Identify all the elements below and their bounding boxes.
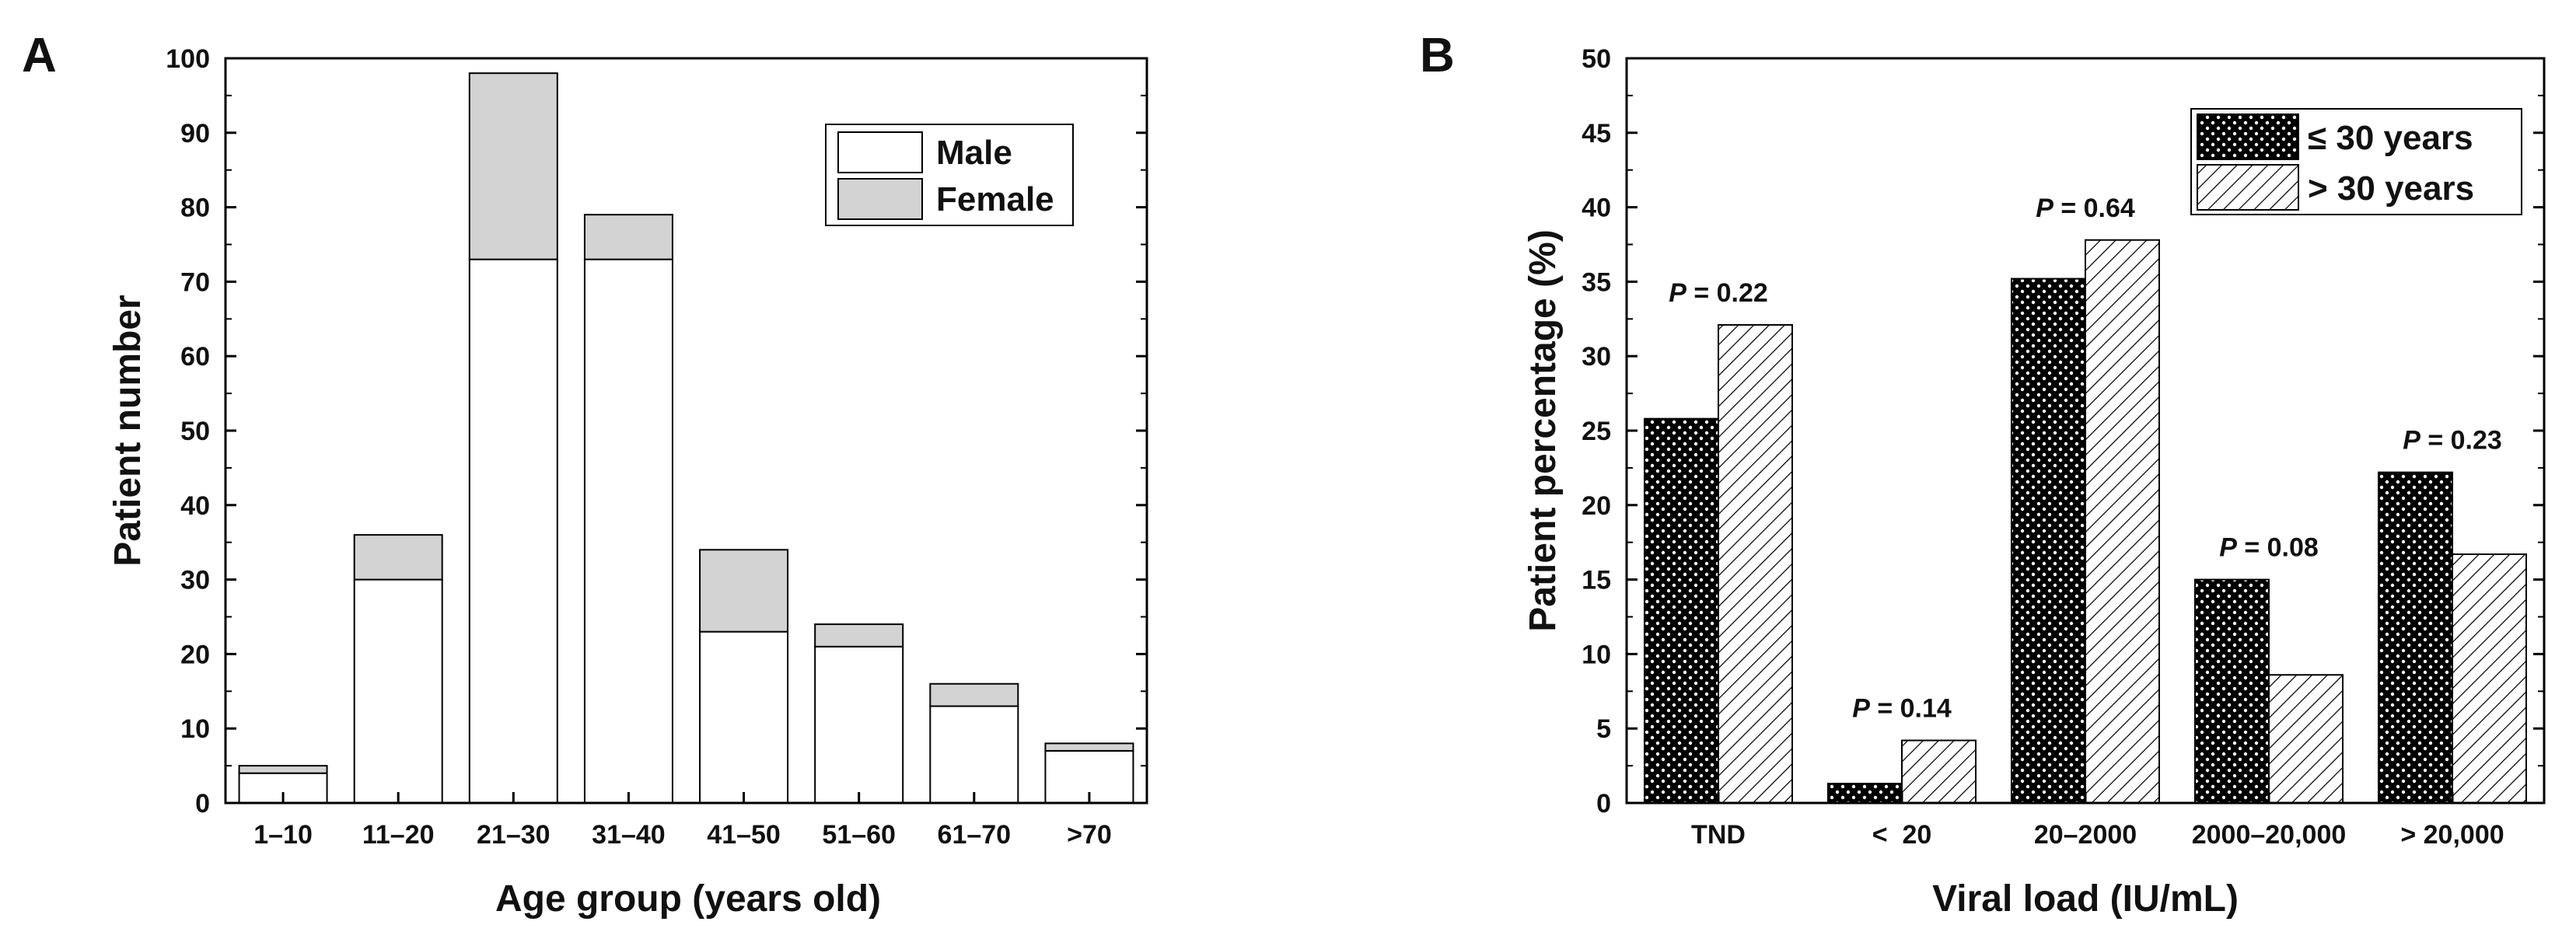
panel-b-x-axis: TND < 20 20–2000 2000–20,000 > 20,000 [1691, 792, 2504, 850]
y-tick-label: 50 [1582, 44, 1611, 74]
panel-b-legend: ≤ 30 years > 30 years [2190, 108, 2522, 215]
y-tick-label: 30 [1582, 342, 1611, 372]
bar-30-years-20-2000 [2085, 239, 2160, 804]
y-tick-label: 40 [180, 491, 210, 521]
y-tick-label: 10 [180, 714, 210, 744]
y-tick-label: 20 [1582, 491, 1611, 521]
x-tick-label: 61–70 [938, 820, 1012, 850]
bar-30-years-20-000 [2452, 553, 2527, 804]
bar-female-51-60 [814, 623, 904, 648]
y-tick-label: 40 [1582, 194, 1611, 223]
panel-b-bars [1644, 239, 2527, 805]
panel-b-y-axis-title: Patient percentage (%) [1522, 229, 1564, 631]
p-value-annotation: P = 0.14 [1852, 694, 1952, 724]
panel-a-legend: Male Female [825, 124, 1074, 226]
y-tick-label: 20 [180, 640, 210, 669]
x-tick-label: 51–60 [822, 820, 896, 850]
bar-female-1-10 [238, 765, 328, 774]
y-tick-label: 35 [1582, 267, 1611, 297]
y-tick-label: 0 [195, 789, 210, 819]
bar-male-21-30 [468, 258, 558, 805]
panel-b-y-axis: 0 5 10 15 20 25 30 35 40 45 50 [1582, 44, 2544, 819]
panel-a-x-axis-title: Age group (years old) [495, 878, 881, 920]
bar-male-11-20 [353, 578, 443, 804]
bar-female-41-50 [699, 549, 789, 633]
x-tick-label: TND [1691, 820, 1746, 850]
x-tick-label: 20–2000 [2034, 820, 2137, 850]
y-tick-label: 30 [180, 566, 210, 595]
x-tick-label: 21–30 [477, 820, 551, 850]
bar-30-years-20-000 [2378, 471, 2453, 804]
bar-female-61-70 [929, 682, 1019, 707]
panel-a-y-axis-title: Patient number [107, 295, 149, 566]
panel-a-y-axis: 0 10 20 30 40 50 60 70 80 90 100 [166, 44, 1147, 819]
bar-female-31-40 [583, 214, 673, 260]
legend-male-label: Male [936, 134, 1012, 172]
bar-female-11-20 [353, 534, 443, 581]
p-value-annotation: P = 0.22 [1669, 278, 1768, 308]
legend-female-label: Female [936, 180, 1054, 218]
legend-gt30-label: > 30 years [2308, 169, 2474, 208]
panel-b: B P = 0.22P = 0.14P = 0.64P = 0.08P = 0.… [1420, 29, 2546, 920]
y-tick-label: 70 [180, 267, 210, 297]
x-tick-label: 1–10 [253, 820, 313, 850]
legend-female-swatch [837, 178, 923, 220]
panel-b-x-axis-title: Viral load (IU/mL) [1932, 878, 2239, 920]
y-tick-label: 15 [1582, 566, 1611, 595]
legend-male-swatch [837, 131, 923, 173]
bar-male-61-70 [929, 705, 1019, 805]
x-tick-label: < 20 [1872, 820, 1932, 850]
y-tick-label: 25 [1582, 417, 1611, 446]
bar-male-51-60 [814, 645, 904, 804]
y-tick-label: 80 [180, 194, 210, 223]
bar-30-years-20-2000 [2011, 278, 2086, 804]
panel-a-x-axis: 1–10 11–20 21–30 31–40 41–50 51–60 61–70 >70 [253, 792, 1112, 850]
bar-male-31-40 [583, 258, 673, 805]
x-tick-label: 11–20 [362, 820, 435, 850]
y-tick-label: 10 [1582, 640, 1611, 669]
p-value-annotation: P = 0.08 [2219, 533, 2319, 563]
bar-female-70 [1044, 742, 1134, 752]
panel-a-letter: A [22, 29, 57, 82]
y-tick-label: 90 [180, 119, 210, 148]
x-tick-label: > 20,000 [2400, 820, 2504, 850]
bar-30-years-20 [1901, 739, 1977, 805]
bar-30-years-2000-20-000 [2268, 674, 2344, 804]
bar-30-years-20 [1827, 783, 1903, 804]
panel-a-bars [238, 72, 1134, 805]
panel-b-annotations: P = 0.22 P = 0.14 P = 0.64 P = 0.08 P = 0.23 [1669, 194, 2502, 724]
y-tick-label: 45 [1582, 119, 1611, 148]
panel-b-letter: B [1420, 29, 1455, 82]
legend-gt30-swatch [2197, 164, 2299, 211]
y-tick-label: 0 [1596, 789, 1611, 819]
y-tick-label: 5 [1596, 714, 1611, 744]
y-tick-label: 60 [180, 342, 210, 372]
x-tick-label: 41–50 [707, 820, 781, 850]
y-tick-label: 50 [180, 417, 210, 446]
y-tick-label: 100 [166, 44, 210, 74]
panel-a: A 0 10 20 30 40 50 60 70 80 90 100 1–10 11–20 21–30 3… [22, 29, 1148, 920]
bar-30-years-tnd [1718, 323, 1793, 804]
bar-30-years-tnd [1644, 417, 1719, 804]
bar-female-21-30 [468, 72, 558, 260]
x-tick-label: 31–40 [592, 820, 666, 850]
bar-male-41-50 [699, 630, 789, 804]
legend-le30-label: ≤ 30 years [2308, 119, 2473, 157]
x-tick-label: 2000–20,000 [2192, 820, 2347, 850]
x-tick-label: >70 [1067, 820, 1112, 850]
bar-30-years-2000-20-000 [2194, 578, 2270, 804]
p-value-annotation: P = 0.23 [2403, 426, 2502, 456]
p-value-annotation: P = 0.64 [2036, 194, 2135, 223]
legend-le30-swatch [2197, 113, 2299, 160]
